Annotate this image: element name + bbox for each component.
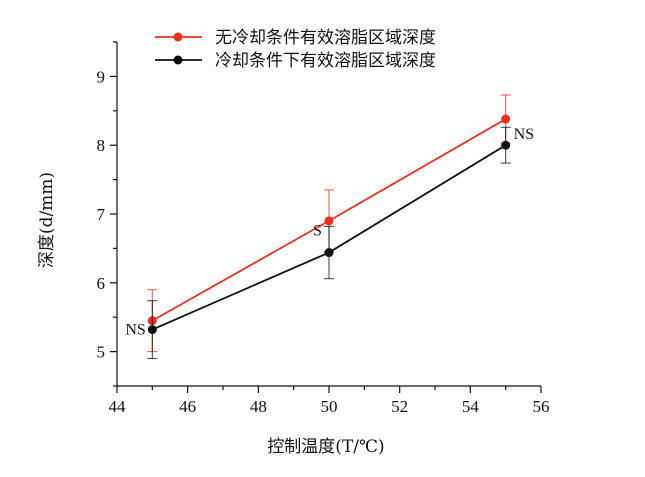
x-axis-title: 控制温度(T/℃) — [267, 437, 384, 457]
x-tick-label: 54 — [462, 397, 480, 416]
y-tick-label: 5 — [97, 343, 106, 362]
series-2 — [147, 126, 511, 360]
x-tick-label: 52 — [391, 397, 408, 416]
significance-annotation: NS — [125, 322, 145, 339]
x-tick-label: 46 — [179, 397, 196, 416]
legend-swatch-marker — [173, 32, 183, 42]
y-tick-label: 9 — [97, 67, 106, 86]
data-point — [324, 216, 334, 226]
y-axis-title: 深度(d/mm) — [37, 172, 57, 268]
legend-label: 冷却条件下有效溶脂区域深度 — [215, 51, 436, 71]
significance-annotation: NS — [514, 126, 534, 143]
series-1 — [147, 94, 511, 353]
legend-swatch-marker — [173, 55, 183, 65]
y-tick-label: 7 — [97, 205, 106, 224]
data-point — [324, 248, 334, 258]
x-tick-label: 48 — [250, 397, 267, 416]
data-point — [501, 114, 511, 124]
data-point — [147, 325, 157, 335]
legend-item: 无冷却条件有效溶脂区域深度 — [155, 28, 436, 48]
legend-item: 冷却条件下有效溶脂区域深度 — [155, 51, 436, 71]
significance-annotation: S — [313, 223, 322, 240]
y-tick-label: 6 — [97, 274, 106, 293]
x-tick-label: 56 — [533, 397, 550, 416]
series-layer: NS S NS — [125, 94, 534, 360]
y-tick-label: 8 — [97, 136, 106, 155]
legend-label: 无冷却条件有效溶脂区域深度 — [215, 28, 436, 48]
x-tick-label: 44 — [109, 397, 127, 416]
x-tick-label: 50 — [321, 397, 338, 416]
data-point — [501, 140, 511, 150]
